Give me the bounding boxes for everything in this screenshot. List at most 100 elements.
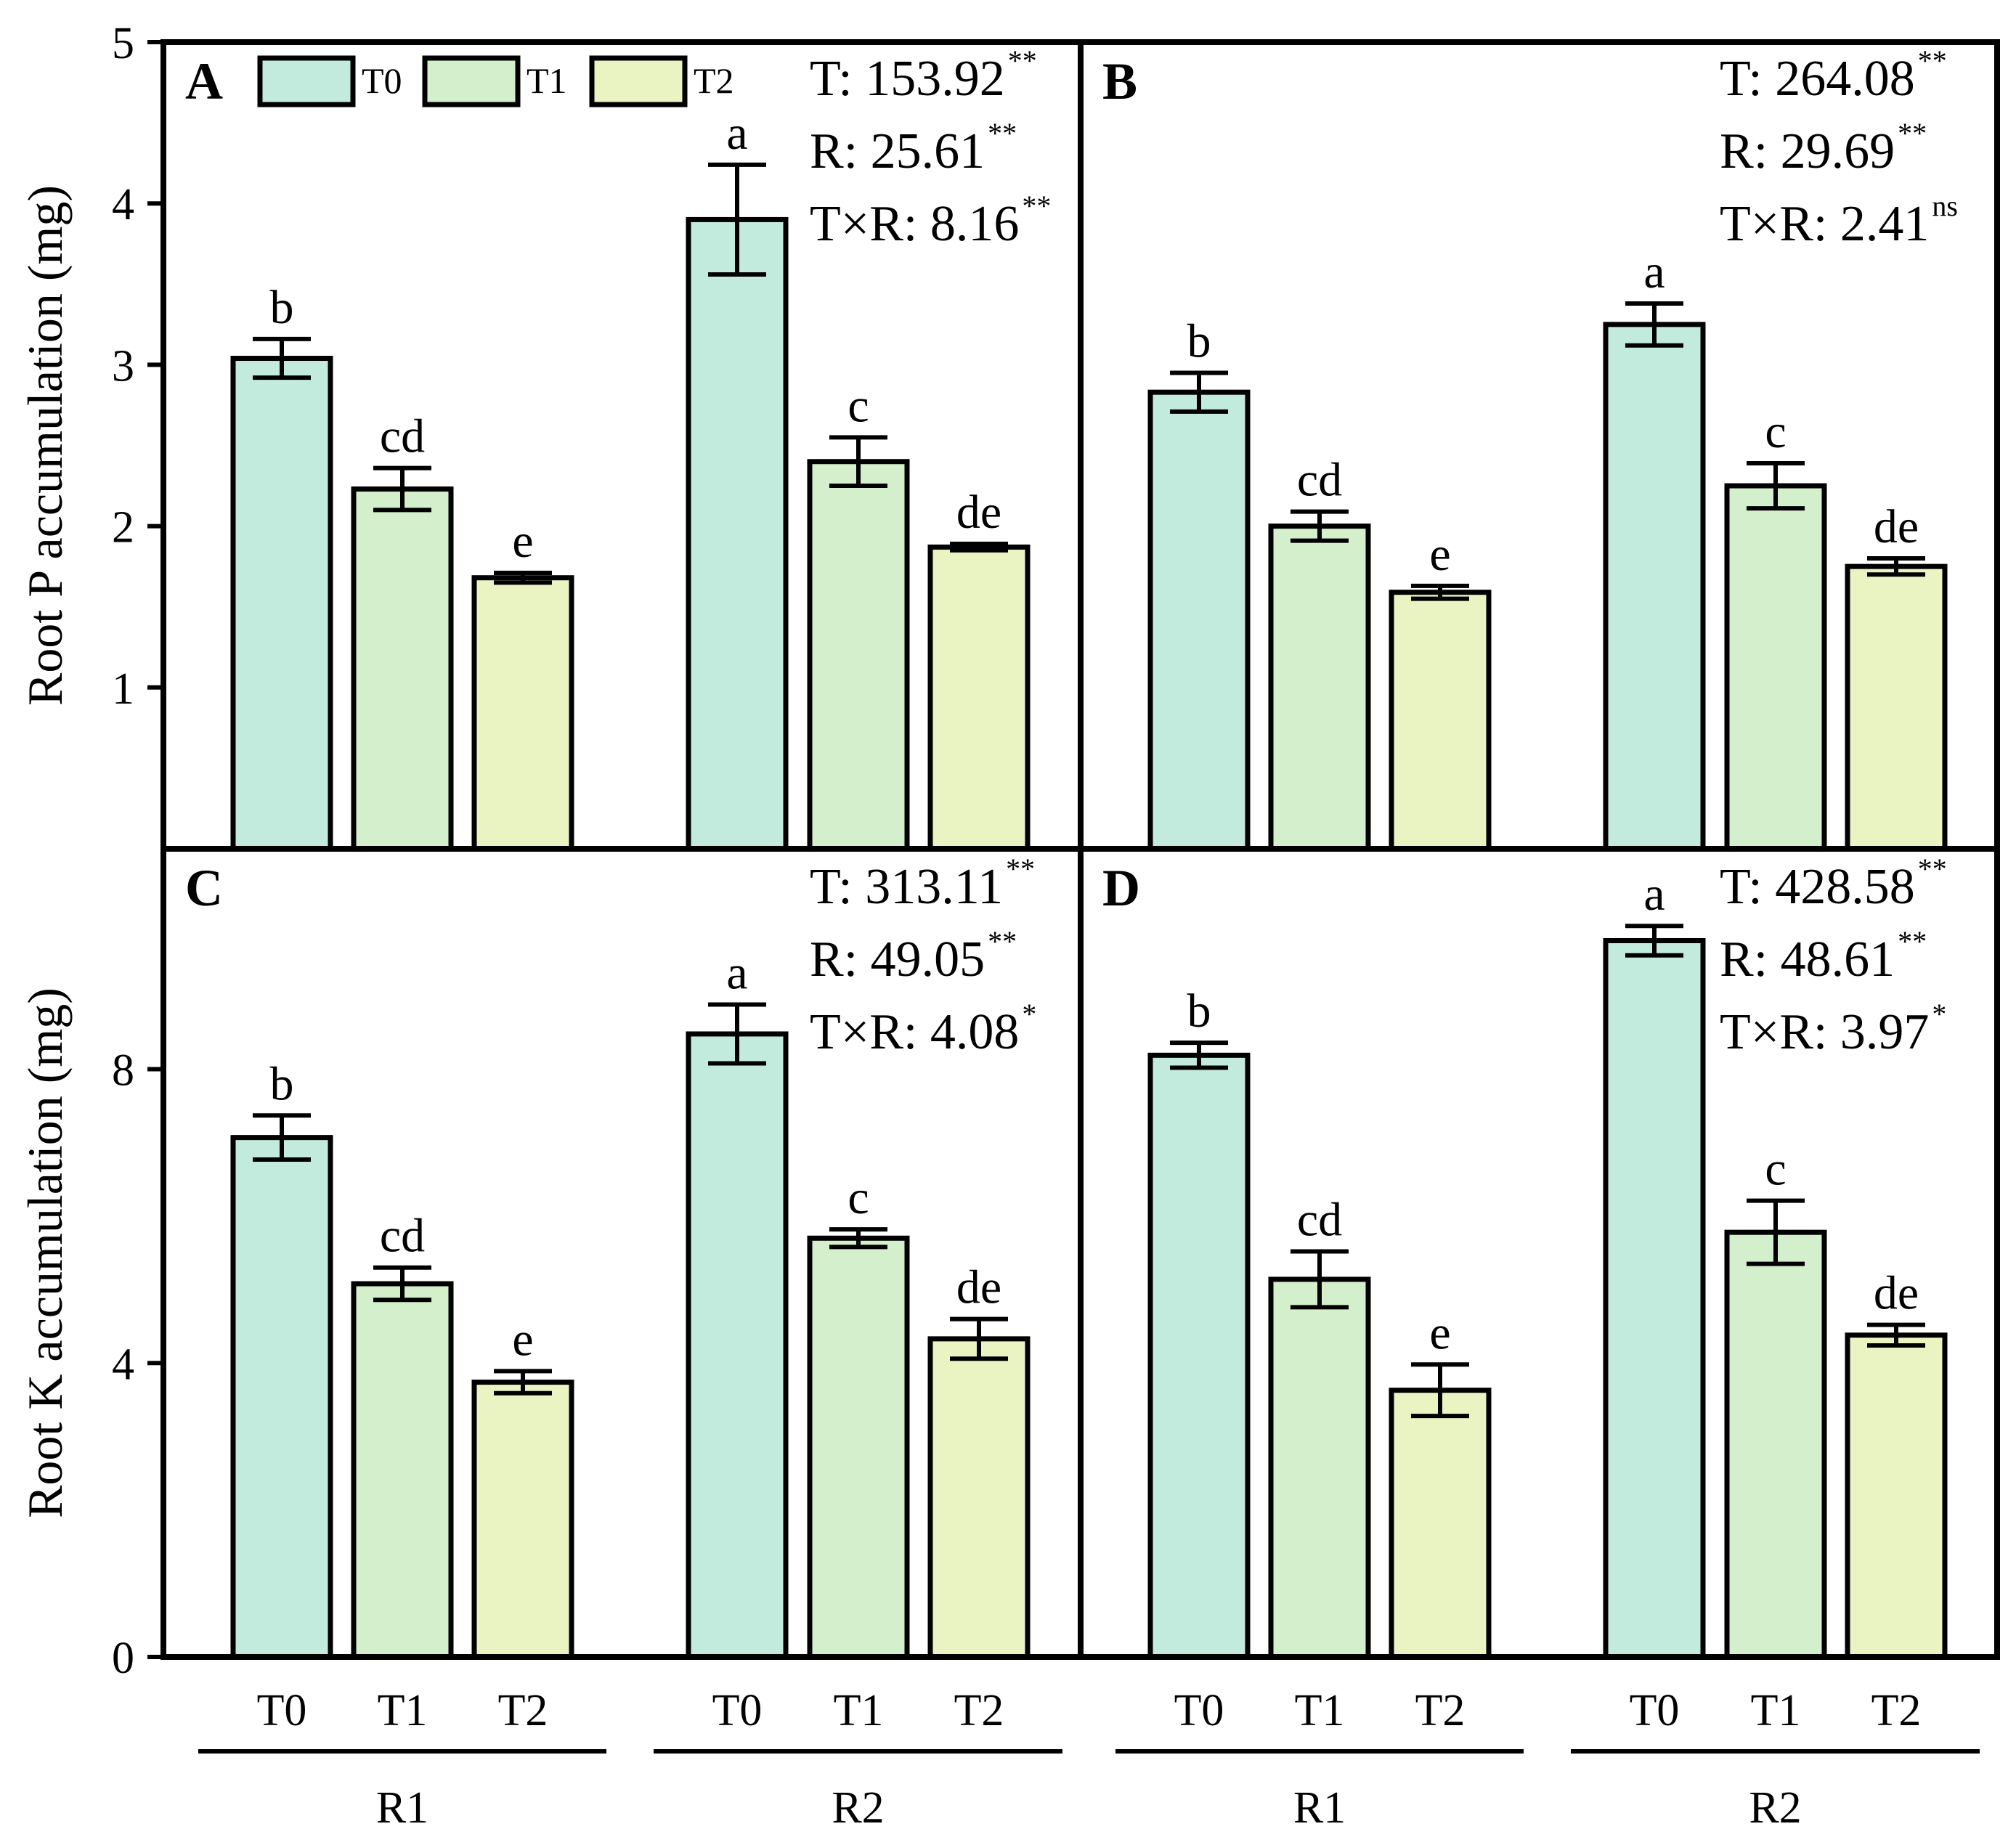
bar-D-R2-T1 <box>1724 1229 1827 1660</box>
stat-A-2: T×R: 8.16 ** <box>810 190 1051 252</box>
sig-letter-A-R2-T0: a <box>726 107 747 160</box>
stat-C-0: T: 313.11 ** <box>810 852 1035 915</box>
stat-A-1: R: 25.61 ** <box>810 117 1017 179</box>
bar-C-R2-T2 <box>927 1336 1031 1660</box>
bar-A-R2-T2 <box>927 544 1031 852</box>
legend-swatch-T0 <box>257 55 356 107</box>
bar-A-R2-T1 <box>807 459 910 852</box>
sig-letter-B-R1-T1: cd <box>1297 454 1342 507</box>
bar-C-R1-T2 <box>471 1380 574 1660</box>
sig-letter-C-R2-T1: c <box>848 1171 869 1224</box>
bar-A-R2-T0 <box>686 216 789 852</box>
panel-tag-A: A <box>185 52 223 110</box>
frame-layer <box>147 39 2000 1754</box>
sig-letter-B-R2-T1: c <box>1765 405 1786 458</box>
bar-D-R2-T2 <box>1845 1332 1948 1660</box>
sig-letter-D-R1-T2: e <box>1429 1306 1450 1359</box>
y-tick-label-A-3: 3 <box>112 341 134 391</box>
panel-tag-C: C <box>185 859 223 917</box>
y-tick-label-C-0: 0 <box>112 1634 134 1683</box>
x-tick-label-left-R2-T1: T1 <box>834 1686 884 1735</box>
stat-C-1: R: 49.05 ** <box>810 925 1017 987</box>
bar-C-R2-T0 <box>686 1031 789 1660</box>
sig-letter-B-R2-T2: de <box>1874 500 1919 553</box>
bar-B-R1-T1 <box>1268 524 1371 852</box>
bar-B-R2-T0 <box>1603 322 1706 852</box>
bar-D-R1-T1 <box>1268 1276 1371 1660</box>
group-label-left-R2: R2 <box>832 1783 884 1833</box>
x-tick-label-right-R2-T2: T2 <box>1871 1686 1922 1735</box>
group-label-right-R2: R2 <box>1749 1783 1801 1833</box>
x-tick-label-left-R1-T0: T0 <box>257 1686 307 1735</box>
stat-B-0: T: 264.08 ** <box>1720 44 1947 107</box>
sig-letter-A-R1-T0: b <box>270 281 294 334</box>
y-axis-title-A: Root P accumulation (mg) <box>17 185 73 706</box>
y-tick-label-A-4: 4 <box>112 180 134 229</box>
stat-B-1: R: 29.69 ** <box>1720 117 1927 179</box>
y-tick-label-C-4: 4 <box>112 1340 134 1389</box>
sig-letter-A-R1-T2: e <box>512 515 533 568</box>
bar-D-R1-T0 <box>1147 1052 1251 1660</box>
panel-tag-D: D <box>1102 859 1140 917</box>
stat-B-2: T×R: 2.41 ns <box>1720 190 1958 252</box>
x-tick-label-right-R1-T1: T1 <box>1295 1686 1345 1735</box>
bar-C-R2-T1 <box>807 1235 910 1660</box>
bar-A-R1-T0 <box>230 356 333 852</box>
sig-letter-A-R2-T1: c <box>848 379 869 432</box>
x-tick-label-left-R2-T0: T0 <box>712 1686 763 1735</box>
y-tick-label-A-1: 1 <box>112 664 134 714</box>
sig-letter-C-R2-T2: de <box>956 1261 1001 1314</box>
bars-layer <box>230 162 1948 1660</box>
bar-A-R1-T1 <box>351 486 454 852</box>
sig-letter-D-R2-T1: c <box>1765 1143 1786 1196</box>
sig-letter-D-R1-T1: cd <box>1297 1193 1342 1246</box>
x-tick-label-right-R2-T0: T0 <box>1630 1686 1680 1735</box>
legend-label-T2: T2 <box>694 60 734 101</box>
x-tick-label-right-R1-T0: T0 <box>1174 1686 1224 1735</box>
bar-B-R2-T1 <box>1724 483 1827 852</box>
sig-letter-A-R2-T2: de <box>956 486 1001 539</box>
sig-letter-B-R2-T0: a <box>1643 245 1665 298</box>
bar-D-R1-T2 <box>1389 1388 1492 1660</box>
group-label-right-R1: R1 <box>1293 1783 1346 1833</box>
stat-C-2: T×R: 4.08 * <box>810 998 1036 1060</box>
stat-D-1: R: 48.61 ** <box>1720 925 1927 987</box>
legend-swatch-T1 <box>422 55 521 107</box>
stat-A-0: T: 153.92 ** <box>810 44 1037 107</box>
sig-letter-A-R1-T1: cd <box>380 410 425 463</box>
legend-label-T0: T0 <box>362 60 402 101</box>
sig-letter-D-R2-T2: de <box>1874 1267 1919 1320</box>
sig-letter-C-R2-T0: a <box>726 947 747 1000</box>
sig-letter-C-R1-T1: cd <box>380 1210 425 1263</box>
x-tick-label-left-R2-T2: T2 <box>954 1686 1004 1735</box>
bar-B-R1-T2 <box>1389 590 1492 852</box>
sig-letter-D-R1-T0: b <box>1187 985 1211 1038</box>
stat-D-0: T: 428.58 ** <box>1720 852 1947 915</box>
legend-swatch-T2 <box>589 55 688 107</box>
x-tick-label-right-R1-T2: T2 <box>1415 1686 1466 1735</box>
bar-B-R2-T2 <box>1845 563 1948 852</box>
bar-B-R1-T0 <box>1147 389 1251 852</box>
x-tick-label-left-R1-T2: T2 <box>498 1686 548 1735</box>
sig-letter-C-R1-T2: e <box>512 1313 533 1366</box>
y-tick-label-C-8: 8 <box>112 1046 134 1096</box>
y-tick-label-A-5: 5 <box>112 19 134 68</box>
bar-C-R1-T0 <box>230 1135 333 1660</box>
panel-tag-B: B <box>1102 52 1137 110</box>
group-label-left-R1: R1 <box>376 1783 428 1833</box>
y-tick-label-A-2: 2 <box>112 503 134 553</box>
sig-letter-B-R1-T0: b <box>1187 315 1211 368</box>
legend-label-T1: T1 <box>527 60 567 101</box>
sig-letter-D-R2-T0: a <box>1643 868 1665 921</box>
bar-A-R1-T2 <box>471 575 574 852</box>
sig-letter-B-R1-T2: e <box>1429 528 1450 581</box>
bar-D-R2-T0 <box>1603 937 1706 1660</box>
bar-C-R1-T1 <box>351 1281 454 1660</box>
x-tick-label-right-R2-T1: T1 <box>1751 1686 1801 1735</box>
y-axis-title-C: Root K accumulation (mg) <box>17 987 73 1518</box>
stat-D-2: T×R: 3.97 * <box>1720 998 1946 1060</box>
sig-letter-C-R1-T0: b <box>270 1057 294 1110</box>
x-tick-label-left-R1-T1: T1 <box>378 1686 428 1735</box>
